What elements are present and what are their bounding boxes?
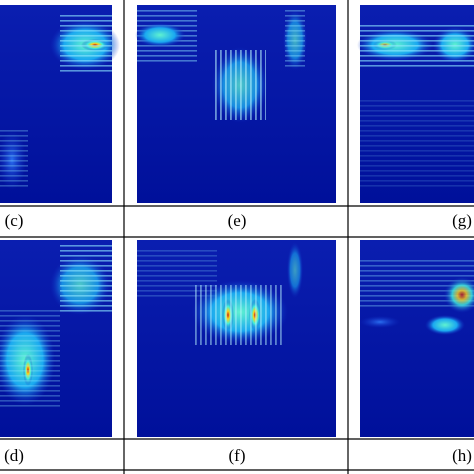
panel-image [0, 5, 120, 203]
panel-label: (g) [452, 211, 472, 230]
panel-label: (e) [228, 211, 247, 230]
panel-image [357, 5, 474, 203]
panel-label: (h) [452, 446, 472, 465]
panel-label: (d) [4, 446, 24, 465]
panel-label: (f) [229, 446, 246, 465]
panel-label: (c) [5, 211, 24, 230]
panel-image [135, 5, 336, 203]
panel-image [137, 240, 336, 437]
panel-image [0, 240, 112, 437]
panel-image [360, 240, 474, 437]
